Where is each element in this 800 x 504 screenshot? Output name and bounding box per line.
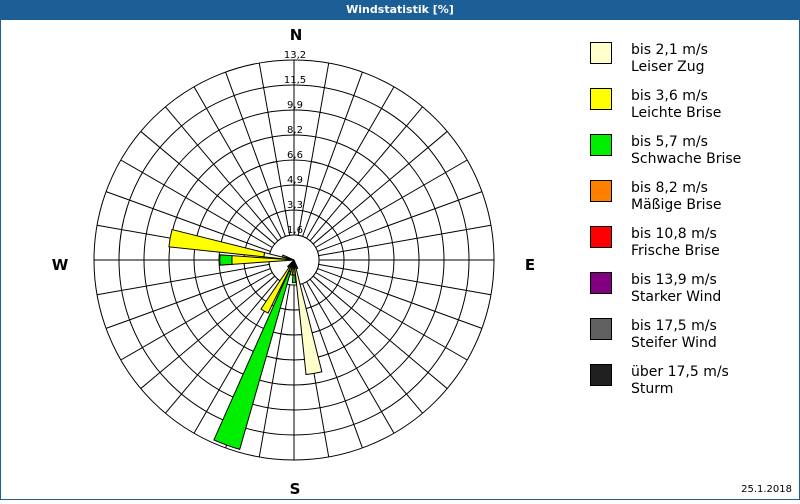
legend-swatch [590,272,612,294]
ring-labels: 1,6 3,3 4,9 6,6 8,2 9,9 11,5 13,2 [284,50,306,236]
legend-label: Steifer Wind [631,335,717,352]
legend-swatch [590,42,612,64]
legend-range: bis 3,6 m/s [631,88,721,105]
svg-text:9,9: 9,9 [287,100,303,111]
wind-rose-chart: 1,6 3,3 4,9 6,6 8,2 9,9 11,5 13,2 N E S W [0,20,560,500]
compass-west: W [52,256,69,274]
legend-range: bis 10,8 m/s [631,226,720,243]
svg-text:11,5: 11,5 [284,75,306,86]
legend-swatch [590,88,612,110]
compass-east: E [525,256,535,274]
svg-text:13,2: 13,2 [284,50,306,61]
legend-swatch [590,318,612,340]
legend-swatch [590,180,612,202]
legend-range: bis 8,2 m/s [631,180,721,197]
legend-label: Sturm [631,381,729,398]
legend-label: Frische Brise [631,243,720,260]
svg-text:4,9: 4,9 [287,175,303,186]
svg-text:8,2: 8,2 [287,125,303,136]
wind-bar-segment [292,275,295,283]
wind-bar-segment [214,271,291,449]
compass-north: N [290,26,303,44]
wind-bar-segment [220,255,232,265]
compass-south: S [290,480,301,498]
legend-label: Leiser Zug [631,59,708,76]
legend-label: Mäßige Brise [631,197,721,214]
legend-range: bis 2,1 m/s [631,42,708,59]
legend-label: Leichte Brise [631,105,721,122]
window-title: Windstatistik [%] [0,0,800,20]
svg-text:1,6: 1,6 [287,225,303,236]
legend-label: Schwache Brise [631,151,741,168]
legend-swatch [590,364,612,386]
wind-bar-segment [169,230,265,257]
legend-range: bis 17,5 m/s [631,318,717,335]
legend-range: bis 5,7 m/s [631,134,741,151]
chart-date: 25.1.2018 [741,484,792,495]
legend-swatch [590,226,612,248]
legend-label: Starker Wind [631,289,721,306]
legend-swatch [590,134,612,156]
svg-text:3,3: 3,3 [287,200,303,211]
legend-range: über 17,5 m/s [631,364,729,381]
svg-text:6,6: 6,6 [287,150,303,161]
legend-range: bis 13,9 m/s [631,272,721,289]
